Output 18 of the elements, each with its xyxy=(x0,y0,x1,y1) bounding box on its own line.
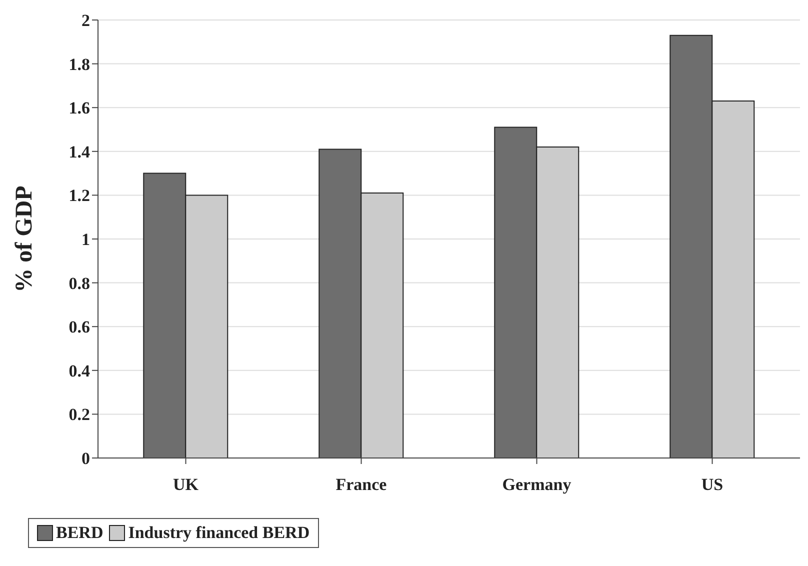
y-tick-label: 0.8 xyxy=(68,274,90,293)
y-tick-label: 0.2 xyxy=(68,405,90,424)
y-axis-title: % of GDP xyxy=(12,186,38,292)
legend-label: Industry financed BERD xyxy=(127,523,310,543)
x-tick-label: France xyxy=(336,475,388,494)
x-tick-label: US xyxy=(701,475,724,494)
y-tick-label: 0.4 xyxy=(68,361,90,380)
y-tick-label: 2 xyxy=(82,11,90,30)
y-tick-label: 0 xyxy=(82,449,90,468)
y-tick-label: 1 xyxy=(82,230,90,250)
x-tick-label: UK xyxy=(173,475,200,494)
legend-label: BERD xyxy=(55,523,104,543)
y-tick-label: 1.4 xyxy=(68,142,90,162)
y-tick-label: 1.8 xyxy=(68,54,90,74)
x-tick-label: Germany xyxy=(502,475,572,494)
y-tick-label: 1.2 xyxy=(68,186,90,206)
y-tick-label: 0.6 xyxy=(68,318,90,337)
y-tick-label: 1.6 xyxy=(68,98,90,118)
